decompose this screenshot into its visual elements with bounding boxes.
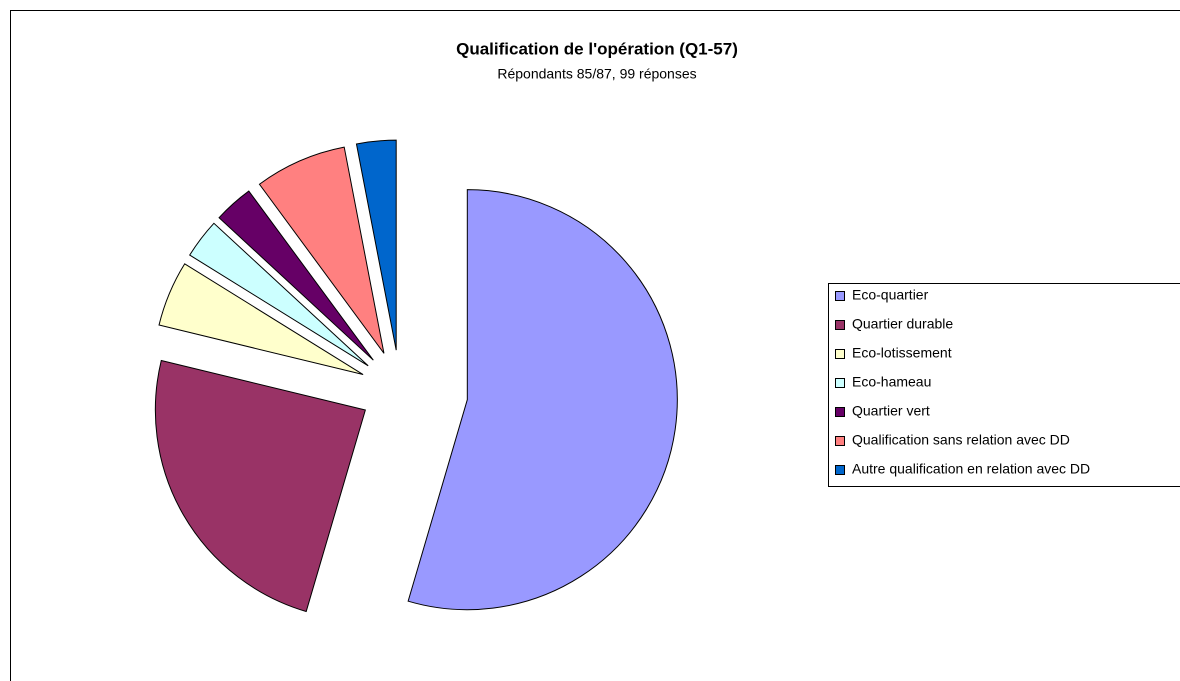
legend-swatch bbox=[835, 378, 845, 388]
legend-swatch bbox=[835, 320, 845, 330]
legend-swatch bbox=[835, 407, 845, 417]
legend-label: Eco-hameau bbox=[852, 374, 931, 390]
legend-swatch bbox=[835, 436, 845, 446]
legend-swatch bbox=[835, 349, 845, 359]
legend-label: Quartier vert bbox=[852, 403, 930, 419]
pie-slice bbox=[355, 139, 397, 351]
legend-swatch bbox=[835, 465, 845, 475]
pie-slice bbox=[154, 359, 366, 613]
legend-label: Quartier durable bbox=[852, 316, 953, 332]
pie-slice bbox=[189, 222, 369, 367]
pie-slice bbox=[407, 189, 678, 611]
chart-subtitle: Répondants 85/87, 99 réponses bbox=[497, 66, 696, 82]
pie-slice bbox=[218, 190, 374, 361]
pie-slice bbox=[158, 263, 364, 376]
legend-label: Autre qualification en relation avec DD bbox=[852, 461, 1090, 477]
legend-label: Qualification sans relation avec DD bbox=[852, 432, 1070, 448]
legend-label: Eco-lotissement bbox=[852, 345, 952, 361]
pie-slice bbox=[258, 146, 385, 354]
legend-swatch bbox=[835, 291, 845, 301]
chart-title: Qualification de l'opération (Q1-57) bbox=[456, 39, 738, 58]
legend-label: Eco-quartier bbox=[852, 287, 929, 303]
legend-box bbox=[828, 283, 1180, 487]
